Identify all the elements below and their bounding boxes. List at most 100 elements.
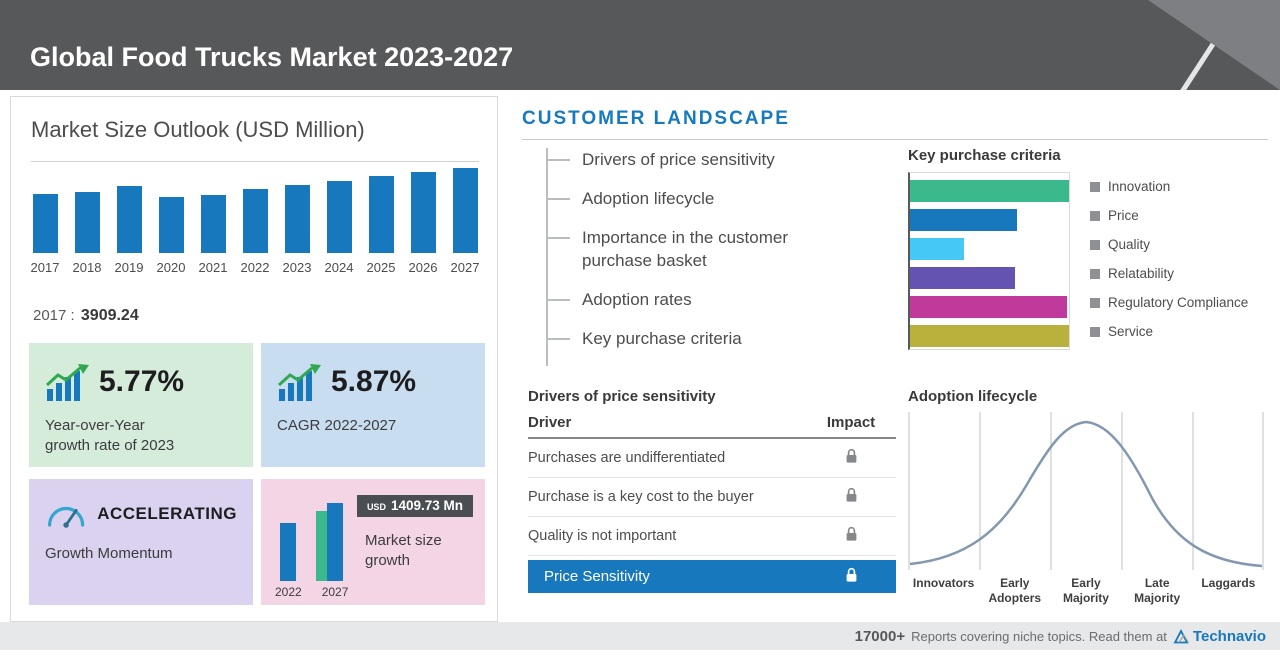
market-size-bar-column: 2017 bbox=[31, 161, 59, 275]
adoption-lifecycle-chart bbox=[908, 412, 1264, 574]
market-size-bar-column: 2022 bbox=[241, 161, 269, 275]
kpc-bar bbox=[910, 267, 1015, 289]
yoy-growth-line2: growth rate of 2023 bbox=[45, 437, 175, 455]
legend-marker-icon bbox=[1090, 297, 1100, 308]
kpc-bar bbox=[910, 325, 1069, 347]
momentum-description: Growth Momentum bbox=[45, 544, 237, 564]
market-size-bar bbox=[368, 176, 394, 253]
market-size-bar-year: 2017 bbox=[30, 260, 60, 275]
market-size-bar-column: 2020 bbox=[157, 161, 185, 275]
kpc-legend-label: Innovation bbox=[1108, 179, 1171, 194]
momentum-label: Growth Momentum bbox=[45, 545, 173, 562]
header-decoration-triangle bbox=[1148, 0, 1280, 90]
price-table-title: Drivers of price sensitivity bbox=[528, 388, 716, 405]
market-size-bar-year: 2021 bbox=[198, 260, 228, 275]
growth-bar-year: 2027 bbox=[321, 585, 349, 599]
price-table-row: Purchases are undifferentiated bbox=[528, 439, 896, 478]
market-size-bar-year: 2020 bbox=[156, 260, 186, 275]
customer-landscape-divider bbox=[522, 139, 1268, 140]
yoy-growth-line1: Year-over-Year bbox=[45, 417, 145, 434]
growth-amount: 1409.73 Mn bbox=[390, 498, 463, 513]
price-table-row: Quality is not important bbox=[528, 517, 896, 556]
growth-amount-badge: USD 1409.73 Mn bbox=[356, 495, 473, 517]
market-size-bar-year: 2024 bbox=[324, 260, 354, 275]
market-size-bar-year: 2025 bbox=[366, 260, 396, 275]
kpc-bar bbox=[910, 238, 965, 260]
customer-landscape-item: Adoption rates bbox=[548, 288, 833, 311]
adoption-lifecycle-title: Adoption lifecycle bbox=[908, 388, 1038, 405]
customer-landscape-item: Key purchase criteria bbox=[548, 327, 833, 350]
price-table-impact-cell bbox=[806, 448, 896, 468]
kpc-legend-label: Service bbox=[1108, 324, 1154, 339]
customer-landscape-item: Drivers of price sensitivity bbox=[548, 148, 833, 171]
market-size-bar bbox=[74, 192, 100, 253]
price-table-driver: Purchases are undifferentiated bbox=[528, 450, 726, 466]
cagr-value: 5.87% bbox=[331, 365, 417, 398]
growth-mini-chart: 2022 2027 bbox=[275, 499, 348, 599]
kpc-legend-item: Regulatory Compliance bbox=[1090, 288, 1248, 317]
growth-card-label: Market size growth bbox=[365, 532, 442, 570]
kpc-legend-label: Regulatory Compliance bbox=[1108, 295, 1249, 310]
market-size-bar bbox=[158, 197, 184, 253]
lock-icon bbox=[846, 526, 856, 541]
market-size-bar bbox=[452, 168, 478, 253]
price-table: Driver Impact Purchases are undifferenti… bbox=[528, 414, 896, 593]
kpc-legend-item: Quality bbox=[1090, 230, 1248, 259]
speedometer-icon bbox=[47, 506, 85, 528]
lock-icon bbox=[846, 448, 856, 463]
report-count: 17000+ bbox=[854, 627, 906, 645]
price-sensitivity-label: Price Sensitivity bbox=[544, 568, 650, 585]
market-size-growth-card: USD 1409.73 Mn 2022 2027 Market size grow… bbox=[261, 479, 485, 605]
kpc-legend-item: Price bbox=[1090, 201, 1248, 230]
market-size-bar-year: 2023 bbox=[282, 260, 312, 275]
price-table-header: Driver Impact bbox=[528, 414, 896, 439]
adoption-stage-label: Innovators bbox=[912, 576, 975, 590]
price-table-driver: Quality is not important bbox=[528, 528, 677, 544]
market-size-bar-column: 2019 bbox=[115, 161, 143, 275]
market-size-bar bbox=[32, 194, 58, 253]
momentum-value: ACCELERATING bbox=[97, 504, 237, 523]
kpc-legend-item: Relatability bbox=[1090, 259, 1248, 288]
price-table-impact-cell bbox=[806, 487, 896, 507]
kpc-legend-item: Service bbox=[1090, 317, 1248, 346]
market-size-bar-column: 2025 bbox=[367, 161, 395, 275]
market-size-bar bbox=[116, 186, 142, 253]
price-table-body: Purchases are undifferentiated Purchase … bbox=[528, 439, 896, 556]
growth-bar bbox=[280, 523, 297, 581]
kpc-bar bbox=[910, 180, 1069, 202]
kpc-legend-label: Relatability bbox=[1108, 266, 1175, 281]
growth-bar-year: 2022 bbox=[275, 585, 302, 599]
kpc-legend-label: Price bbox=[1108, 208, 1139, 223]
growth-bar-wrap bbox=[280, 523, 297, 581]
growth-chart-icon bbox=[277, 364, 321, 401]
market-size-bar-column: 2024 bbox=[325, 161, 353, 275]
market-size-bar bbox=[410, 172, 436, 253]
adoption-stage-labels: Innovators Early Adopters Early Majority La… bbox=[908, 576, 1264, 606]
market-size-bar bbox=[242, 189, 268, 253]
cagr-card: 5.87% CAGR 2022-2027 bbox=[261, 343, 485, 467]
growth-chart-icon bbox=[45, 364, 89, 401]
market-size-chart: 2017 2018 2019 2020 2021 2022 2023 2024 2025 2026… bbox=[31, 161, 479, 275]
report-title: Global Food Trucks Market 2023-2027 bbox=[30, 42, 514, 72]
market-size-bar bbox=[284, 185, 310, 253]
customer-landscape-item: Importance in the customer purchase bask… bbox=[548, 226, 833, 272]
legend-marker-icon bbox=[1090, 181, 1100, 192]
growth-bar-group: 2022 bbox=[275, 523, 302, 599]
kpc-legend-item: Innovation bbox=[1090, 172, 1248, 201]
base-year-value: 2017 : 3909.24 bbox=[33, 307, 139, 325]
price-table-col-driver: Driver bbox=[528, 414, 572, 431]
technavio-logo[interactable]: Technavio bbox=[1173, 628, 1266, 645]
legend-marker-icon bbox=[1090, 210, 1100, 221]
market-size-bar-year: 2018 bbox=[72, 260, 102, 275]
customer-landscape-title: CUSTOMER LANDSCAPE bbox=[522, 108, 790, 129]
market-size-panel: Market Size Outlook (USD Million) 2017 20… bbox=[10, 96, 498, 622]
kpc-title: Key purchase criteria bbox=[908, 147, 1061, 164]
market-size-bar bbox=[326, 181, 352, 253]
price-highlight-lock bbox=[806, 567, 896, 587]
legend-marker-icon bbox=[1090, 268, 1100, 279]
footer-bar: 17000+ Reports covering niche topics. Re… bbox=[0, 622, 1280, 650]
stat-cards-grid: 5.77% Year-over-Year growth rate of 2023 bbox=[29, 343, 485, 605]
market-size-bar-year: 2026 bbox=[408, 260, 438, 275]
market-size-bar-column: 2023 bbox=[283, 161, 311, 275]
